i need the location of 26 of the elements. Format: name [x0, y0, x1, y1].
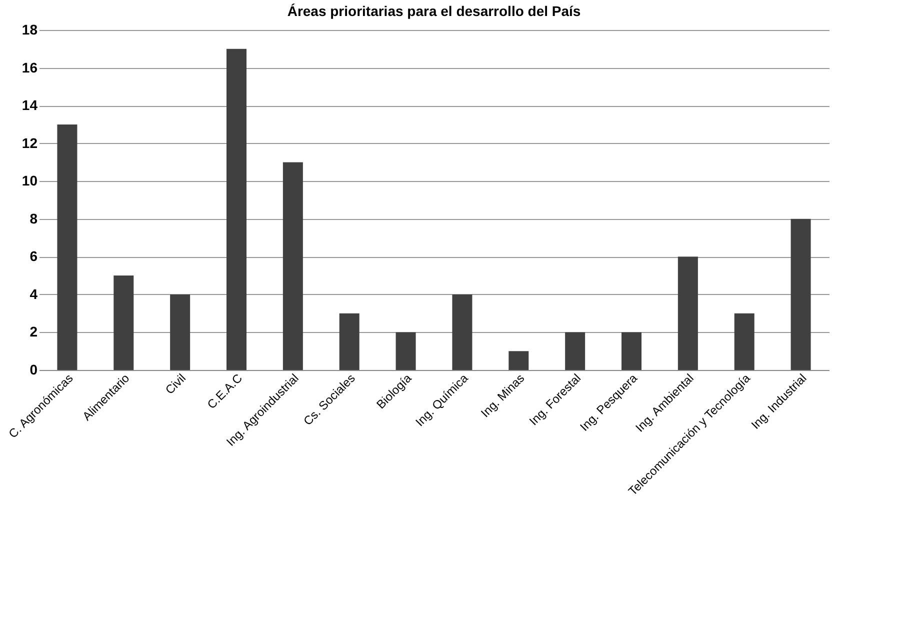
- bar: [565, 332, 586, 370]
- bar: [790, 218, 811, 370]
- bar: [734, 313, 754, 370]
- x-tick-label: Civil: [162, 371, 189, 398]
- bar: [282, 162, 303, 370]
- bar: [226, 48, 246, 370]
- y-tick-label: 8: [30, 210, 38, 226]
- bar: [57, 124, 78, 370]
- bar: [678, 256, 698, 370]
- y-tick-label: 2: [30, 324, 38, 340]
- bar: [396, 332, 416, 370]
- bar: [170, 294, 190, 370]
- bar: [508, 351, 529, 370]
- bar: [622, 332, 642, 370]
- bar: [452, 294, 472, 370]
- y-tick-label: 12: [22, 134, 38, 151]
- y-tick-label: 18: [22, 22, 38, 38]
- y-tick-label: 6: [30, 248, 38, 264]
- y-tick-label: 16: [22, 59, 38, 76]
- y-tick-label: 0: [30, 362, 38, 378]
- y-tick-label: 4: [30, 286, 38, 302]
- y-tick-label: 14: [22, 97, 38, 114]
- y-tick-label: 10: [22, 172, 38, 189]
- bar: [114, 276, 134, 370]
- bar: [339, 313, 360, 370]
- chart-title: Áreas prioritarias para el desarrollo del País: [287, 3, 581, 19]
